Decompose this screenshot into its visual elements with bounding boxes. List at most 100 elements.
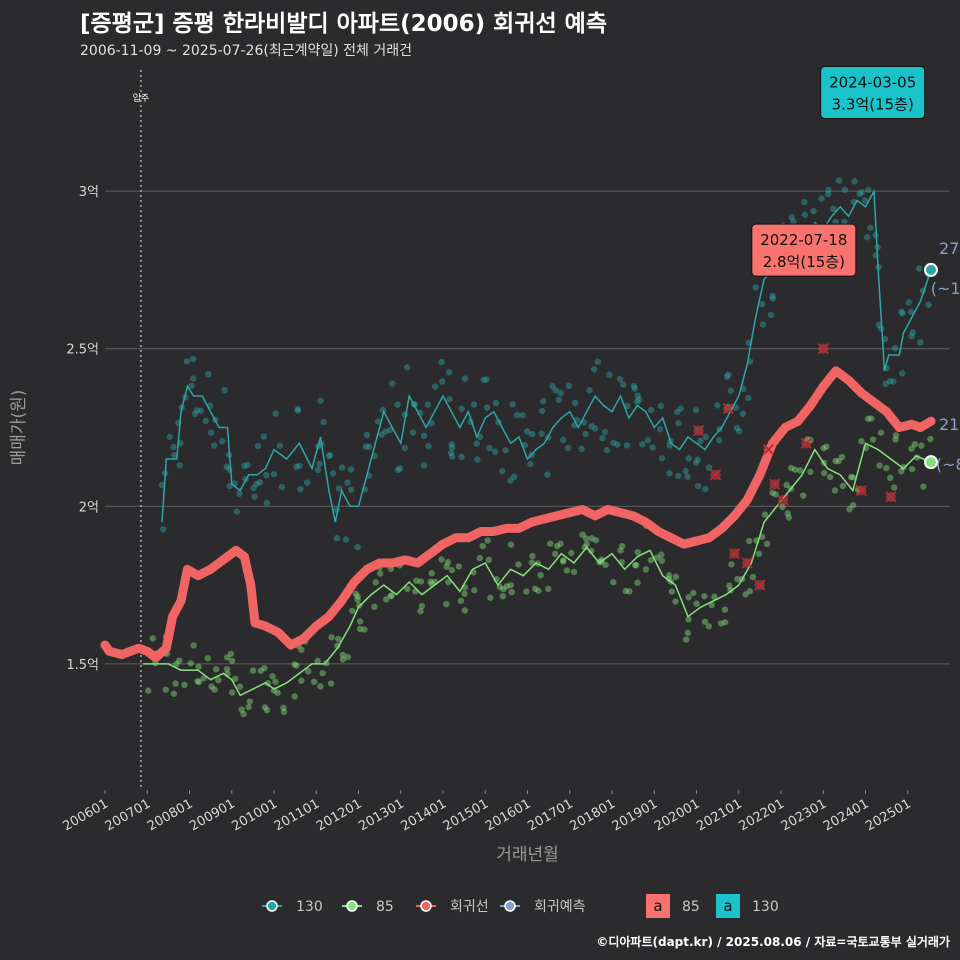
scatter-point-85 — [280, 704, 287, 711]
scatter-point-85 — [145, 687, 152, 694]
x-tick-label: 200701 — [103, 796, 153, 834]
scatter-point-85 — [583, 540, 591, 548]
regression-mark — [762, 443, 774, 456]
scatter-point-130 — [549, 383, 556, 390]
scatter-point-85 — [568, 549, 575, 557]
scatter-point-130 — [634, 392, 641, 399]
scatter-point-85 — [272, 678, 279, 685]
scatter-point-85 — [310, 678, 318, 686]
scatter-point-85 — [413, 577, 420, 584]
scatter-point-85 — [236, 683, 244, 690]
scatter-point-130 — [692, 459, 700, 466]
scatter-point-85 — [529, 552, 536, 560]
regression-mark — [692, 425, 705, 437]
regression-mark — [769, 478, 781, 490]
scatter-point-130 — [394, 401, 401, 408]
scatter-point-130 — [272, 410, 279, 417]
scatter-point-130 — [891, 344, 899, 352]
scatter-point-130 — [270, 471, 278, 478]
scatter-point-85 — [528, 559, 536, 566]
scatter-point-85 — [352, 590, 360, 598]
scatter-point-85 — [261, 704, 269, 711]
scatter-point-130 — [401, 444, 409, 452]
scatter-point-130 — [420, 432, 428, 440]
scatter-point-85 — [658, 551, 665, 558]
scatter-point-85 — [328, 634, 335, 641]
scatter-point-130 — [333, 534, 341, 542]
scatter-point-130 — [591, 365, 598, 373]
scatter-point-130 — [425, 443, 432, 450]
x-tick-label: 202401 — [821, 796, 871, 834]
scatter-point-130 — [674, 408, 681, 416]
scatter-point-85 — [626, 588, 633, 595]
scatter-point-85 — [672, 573, 680, 581]
scatter-point-130 — [865, 186, 872, 193]
scatter-point-85 — [176, 657, 183, 664]
scatter-point-130 — [544, 471, 551, 478]
scatter-point-130 — [296, 462, 303, 469]
scatter-point-85 — [361, 626, 368, 633]
scatter-point-130 — [907, 308, 915, 316]
grid-layer — [105, 70, 950, 790]
scatter-point-130 — [498, 467, 506, 475]
scatter-point-130 — [591, 425, 599, 432]
endpoint-value-130: 27,500 — [939, 239, 960, 258]
scatter-point-85 — [701, 592, 708, 600]
scatter-point-130 — [586, 387, 593, 394]
x-tick-label: 201701 — [525, 796, 575, 834]
regression-mark — [728, 547, 741, 560]
annotation-box — [751, 223, 857, 277]
scatter-point-130 — [197, 407, 204, 414]
scatter-point-130 — [420, 462, 428, 469]
scatter-point-85 — [721, 606, 729, 613]
scatter-point-130 — [445, 369, 453, 376]
scatter-point-130 — [189, 355, 197, 363]
x-tick-label: 201801 — [568, 796, 618, 834]
scatter-point-130 — [588, 422, 595, 430]
scatter-point-130 — [446, 395, 453, 403]
scatter-point-85 — [772, 491, 779, 498]
scatter-point-85 — [339, 656, 347, 663]
scatter-point-130 — [594, 358, 601, 365]
scatter-point-85 — [791, 466, 799, 473]
scatter-point-130 — [260, 433, 268, 440]
scatter-point-85 — [826, 473, 834, 481]
scatter-point-85 — [869, 436, 877, 443]
scatter-point-130 — [898, 308, 905, 315]
scatter-point-85 — [728, 561, 735, 568]
scatter-point-85 — [317, 683, 324, 690]
x-axis-title: 거래년월 — [496, 845, 559, 865]
scatter-point-85 — [327, 680, 335, 687]
regression-mark — [754, 579, 766, 591]
scatter-point-85 — [314, 657, 321, 665]
scatter-point-85 — [269, 673, 276, 680]
scatter-point-130 — [620, 381, 627, 388]
scatter-point-130 — [694, 482, 702, 490]
scatter-point-130 — [723, 373, 731, 380]
scatter-point-85 — [642, 566, 650, 573]
scatter-point-130 — [362, 443, 370, 450]
scatter-point-130 — [694, 456, 701, 463]
scatter-point-85 — [280, 708, 288, 716]
scatter-point-130 — [176, 462, 183, 469]
scatter-point-85 — [484, 537, 491, 544]
scatter-point-85 — [485, 556, 492, 564]
scatter-point-85 — [298, 646, 305, 653]
scatter-point-130 — [790, 218, 797, 225]
scatter-point-85 — [417, 578, 425, 585]
scatter-point-130 — [552, 387, 559, 394]
scatter-point-85 — [705, 623, 713, 630]
regression-line — [100, 366, 936, 663]
scatter-point-85 — [443, 600, 450, 608]
scatter-point-85 — [228, 689, 236, 696]
scatter-point-85 — [838, 453, 846, 461]
scatter-point-85 — [195, 678, 203, 686]
scatter-point-85 — [457, 597, 465, 605]
scatter-point-130 — [294, 405, 302, 413]
scatter-point-130 — [801, 198, 808, 206]
scatter-point-130 — [342, 536, 350, 543]
scatter-point-130 — [830, 205, 837, 213]
scatter-point-85 — [742, 591, 749, 598]
scatter-point-85 — [672, 598, 679, 605]
scatter-point-85 — [245, 703, 252, 711]
